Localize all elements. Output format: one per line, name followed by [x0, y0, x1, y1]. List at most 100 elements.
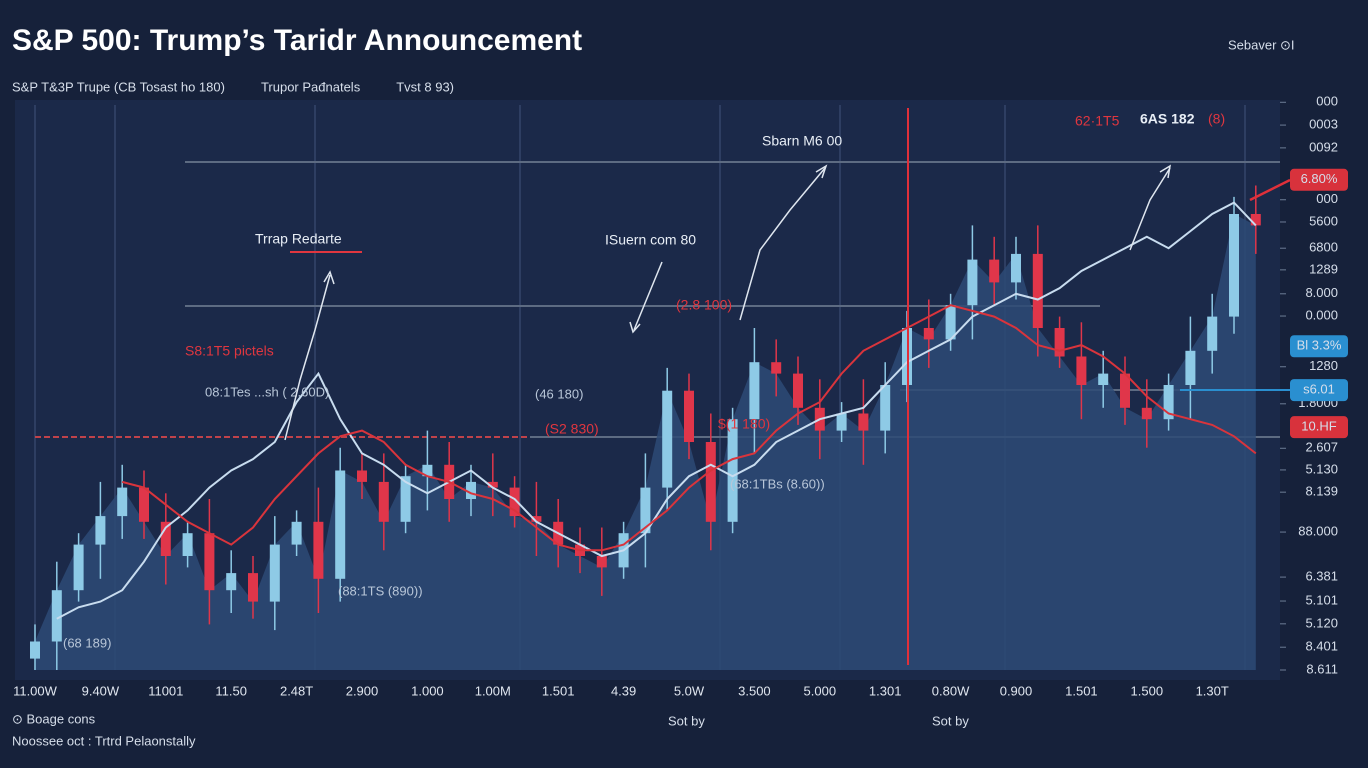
candle-body [117, 487, 128, 517]
arrow [633, 261, 663, 331]
annotation: (8) [1208, 111, 1225, 127]
x-tick-label: 1.501 [1065, 683, 1098, 698]
overlay-line [121, 304, 1257, 552]
candle-body [160, 521, 171, 556]
candle-body [313, 521, 324, 579]
subtitle-item: S&P T&3P Trupe (CB Tosast ho 180) [12, 79, 225, 94]
marks [30, 185, 1261, 670]
candle-body [182, 533, 193, 556]
y-tick-label: 8.401 [1305, 639, 1338, 654]
pointer [1249, 178, 1291, 202]
y-tick-label: 0003 [1309, 117, 1338, 132]
annotation: 08:1Tes ...sh ( 2.60D) [205, 384, 329, 399]
candle-body [51, 590, 62, 642]
overlay-line [56, 201, 1257, 620]
y-tick-label: 5600 [1309, 213, 1338, 228]
price-tag-label: Bl 3.3% [1297, 338, 1342, 353]
y-tick-label: 8.139 [1305, 484, 1338, 499]
x-tick-label: 2.48T [280, 683, 313, 698]
x-tick-label: 11.50 [215, 683, 247, 698]
x-tick-label: 5.000 [804, 683, 837, 698]
candle-body [749, 362, 760, 420]
candle-body [1076, 356, 1087, 385]
y-tick-label: 8.000 [1305, 285, 1338, 300]
annotation: (68:1TBs (8.60)) [730, 476, 825, 491]
annotation: (S2 830) [545, 421, 599, 437]
x-tick-label: 11.00W [13, 683, 58, 698]
y-tick-label: 000 [1316, 94, 1338, 109]
y-tick-label: 6.381 [1305, 569, 1338, 584]
y-tick-label: 000 [1316, 191, 1338, 206]
price-tag [1290, 335, 1348, 358]
candle-body [95, 516, 106, 545]
y-tick-label: 0.000 [1305, 307, 1338, 322]
candle-body [73, 544, 84, 591]
y-tick-label: 6800 [1309, 240, 1338, 255]
candle-body [400, 476, 411, 522]
annotation: S8:1T5 pictels [185, 343, 274, 359]
x-tick-label: 1.301 [869, 683, 902, 698]
y-tick-label: 1280 [1309, 358, 1338, 373]
annotation: Trrap Redarte [255, 231, 342, 247]
annotation: 62·1T5 [1075, 113, 1120, 129]
arrow [284, 274, 331, 441]
footer-text: Noossee oct : Trtrd Pelaonstally [12, 733, 196, 748]
subtitle-item: Tvst 8 93) [396, 79, 454, 94]
y-tick-label: 5.120 [1305, 615, 1338, 630]
candle-body [858, 413, 869, 431]
candle-body [1163, 385, 1174, 420]
candle-body [226, 573, 237, 591]
candle-body [684, 390, 694, 442]
annotation: $(1 180) [718, 416, 770, 432]
x-tick-label: 0.80W [932, 683, 970, 698]
candle-body [509, 487, 520, 517]
candle-body [204, 533, 215, 591]
price-tag [1290, 168, 1348, 191]
candle-body [945, 305, 956, 340]
candle-body [771, 362, 782, 374]
x-tick-label: 4.39 [611, 683, 636, 698]
x-tick-label: 0.900 [1000, 683, 1033, 698]
x-tick-label: 1.00M [475, 683, 511, 698]
footer-text: ⊙ Boage cons [12, 711, 96, 726]
x-note: Sot by [668, 713, 705, 728]
y-tick-label: 0092 [1309, 139, 1338, 154]
candle-body [967, 259, 978, 306]
annotation: (88:1TS (890)) [338, 583, 423, 598]
y-tick-label: 1289 [1309, 261, 1338, 276]
candle-body [1207, 316, 1218, 351]
x-tick-label: 3.500 [738, 683, 771, 698]
x-tick-label: 9.40W [82, 683, 120, 698]
candle-body [269, 544, 280, 602]
candle-body [1011, 253, 1021, 283]
candle-body [596, 556, 607, 568]
annotation: Sbarn M6 00 [762, 133, 842, 149]
brand: Sebaver ⊙I [1228, 37, 1295, 52]
candle-body [291, 521, 302, 545]
candle-body [1120, 373, 1130, 408]
x-tick-label: 1.501 [542, 683, 575, 698]
candle-body [1054, 328, 1065, 357]
candle-body [466, 481, 476, 499]
price-tag-label: 10.HF [1301, 419, 1336, 434]
annotation: (46 180) [535, 386, 583, 401]
candle-body [1098, 373, 1109, 385]
x-note: Sot by [932, 713, 969, 728]
price-tag-label: s6.01 [1303, 382, 1335, 397]
candle-body [793, 373, 803, 408]
x-tick-label: 11001 [148, 683, 183, 698]
arrow [739, 167, 826, 321]
candle-body [422, 464, 433, 477]
candle-body [662, 390, 673, 488]
candle-body [1229, 214, 1239, 317]
y-tick-label: 88.000 [1298, 523, 1338, 538]
candle-body [836, 413, 847, 431]
price-tag [1290, 416, 1348, 439]
candle-body [248, 573, 258, 602]
candle-body [705, 442, 716, 522]
candle-body [1032, 253, 1043, 328]
arrow [1129, 167, 1171, 251]
candle-body [1141, 407, 1152, 420]
y-tick-label: 2.607 [1305, 440, 1338, 455]
